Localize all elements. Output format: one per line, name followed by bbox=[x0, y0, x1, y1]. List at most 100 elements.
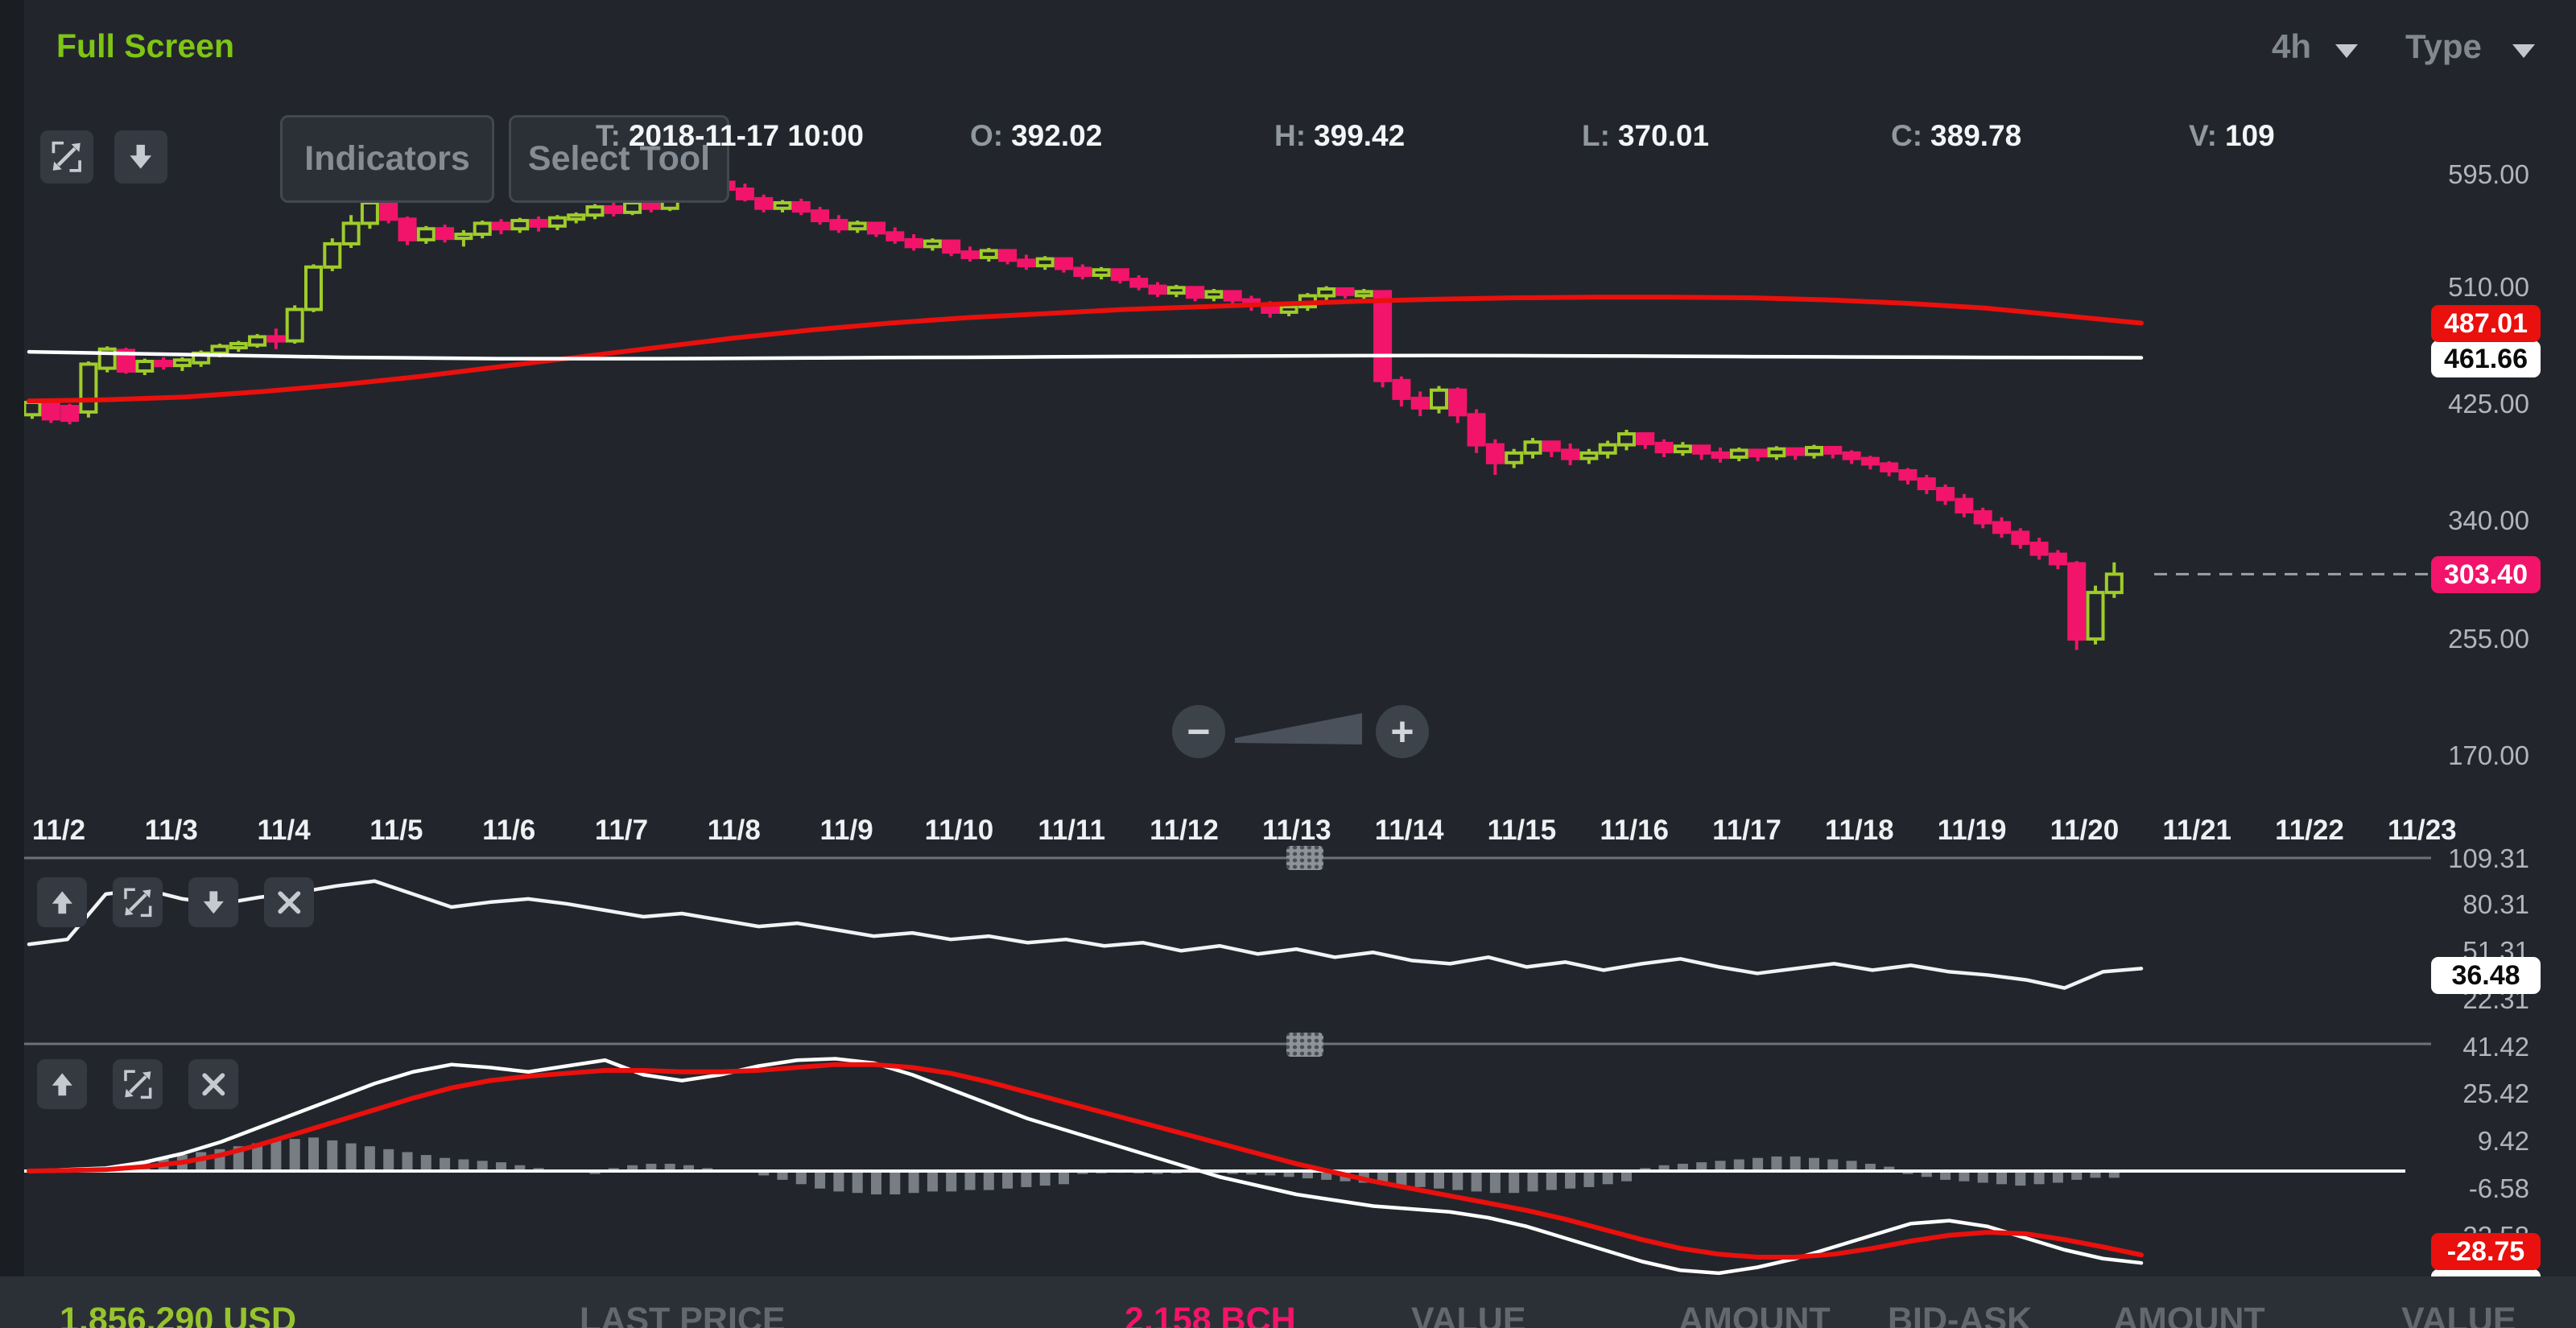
macd-histogram-bar bbox=[1246, 1171, 1257, 1175]
download-button[interactable] bbox=[114, 130, 167, 184]
candle-body bbox=[960, 250, 980, 259]
panel-resize-handle[interactable] bbox=[1286, 1033, 1323, 1057]
price-tick-label: -6.58 bbox=[2468, 1173, 2529, 1203]
zoom-slider[interactable] bbox=[1235, 713, 1362, 744]
candle-body bbox=[117, 348, 135, 373]
up-icon bbox=[52, 891, 72, 914]
candle-body bbox=[642, 200, 661, 210]
price-tick-label: 109.31 bbox=[2448, 843, 2529, 873]
ohlc-open: O: 392.02 bbox=[970, 119, 1103, 152]
fullscreen-button[interactable]: Full Screen bbox=[56, 27, 235, 64]
macd-histogram-bar bbox=[477, 1161, 488, 1171]
candle-body bbox=[1711, 451, 1730, 459]
candle-body bbox=[1166, 286, 1186, 295]
candle-body bbox=[1485, 443, 1505, 464]
expand-button[interactable] bbox=[113, 877, 163, 927]
ohlc-low: L: 370.01 bbox=[1582, 119, 1710, 152]
interval-dropdown[interactable]: 4h bbox=[2272, 27, 2358, 66]
candle-body bbox=[1880, 462, 1899, 472]
macd-histogram-bar bbox=[1977, 1171, 1988, 1183]
macd-histogram-bar bbox=[1321, 1171, 1332, 1180]
candle-body bbox=[1148, 284, 1167, 295]
ma-red-value-badge: 487.01 bbox=[2431, 305, 2541, 342]
macd-histogram-bar bbox=[852, 1171, 863, 1194]
candle-body bbox=[323, 241, 342, 269]
date-tick-label: 11/15 bbox=[1487, 815, 1557, 846]
summary-item: LAST PRICE bbox=[580, 1301, 786, 1328]
candle-body bbox=[623, 200, 642, 214]
candle-body bbox=[1860, 456, 1880, 466]
macd-histogram-bar bbox=[327, 1140, 338, 1171]
macd-histogram-bar bbox=[890, 1171, 901, 1194]
macd-histogram-bar bbox=[402, 1152, 413, 1171]
candle-body bbox=[1636, 432, 1655, 445]
macd-histogram-bar bbox=[1452, 1171, 1463, 1190]
summary-item: VALUE bbox=[2401, 1301, 2516, 1328]
close-icon bbox=[278, 891, 300, 914]
macd-signal-line bbox=[27, 1062, 2144, 1260]
date-tick-label: 11/11 bbox=[1038, 815, 1106, 846]
date-tick-label: 11/6 bbox=[482, 815, 536, 846]
candle-body bbox=[1692, 444, 1711, 455]
date-tick-label: 11/14 bbox=[1374, 815, 1444, 846]
candle-body bbox=[398, 217, 417, 241]
macd-histogram-bar bbox=[2090, 1171, 2101, 1178]
summary-item: BID-ASK bbox=[1888, 1301, 2033, 1328]
macd-histogram-bar bbox=[871, 1171, 881, 1194]
candle-body bbox=[436, 227, 455, 241]
macd-histogram-bar bbox=[1283, 1171, 1294, 1177]
close-icon bbox=[202, 1073, 225, 1095]
candle-body bbox=[1017, 258, 1036, 268]
candle-body bbox=[1448, 388, 1468, 417]
candle-body bbox=[1055, 257, 1073, 270]
panel-resize-handle[interactable] bbox=[1286, 846, 1323, 870]
indicators-button[interactable]: Indicators bbox=[280, 115, 494, 203]
macd-histogram-bar bbox=[1583, 1171, 1595, 1187]
candle-body bbox=[773, 200, 792, 210]
up-button[interactable] bbox=[37, 1059, 87, 1109]
candle-body bbox=[1186, 286, 1205, 299]
macd-histogram-bar bbox=[1884, 1166, 1895, 1171]
close-button[interactable] bbox=[264, 877, 314, 927]
select-tool-button[interactable]: Select Tool bbox=[509, 115, 729, 203]
zoom-out-button[interactable]: − bbox=[1172, 705, 1225, 758]
chart-type-dropdown[interactable]: Type bbox=[2405, 27, 2535, 66]
date-tick-label: 11/8 bbox=[707, 815, 761, 846]
macd-histogram-bar bbox=[1396, 1171, 1407, 1186]
candle-body bbox=[604, 205, 623, 214]
macd-histogram-bar bbox=[364, 1146, 375, 1171]
date-tick-label: 11/21 bbox=[2162, 815, 2232, 846]
candle-body bbox=[1973, 509, 1992, 525]
down-button[interactable] bbox=[188, 877, 238, 927]
price-tick-label: 41.42 bbox=[2462, 1032, 2529, 1062]
date-tick-label: 11/16 bbox=[1600, 815, 1670, 846]
date-tick-label: 11/12 bbox=[1150, 815, 1219, 846]
expand-button[interactable] bbox=[113, 1059, 163, 1109]
macd-histogram-bar bbox=[1002, 1171, 1013, 1189]
macd-signal-value-badge: -28.75 bbox=[2431, 1233, 2541, 1270]
market-summary-bar: 1,856,290 USD LAST PRICE 2,158 BCH VALUE AMO… bbox=[0, 1276, 2576, 1328]
candle-body bbox=[1654, 441, 1674, 454]
candle-body bbox=[1335, 287, 1355, 296]
macd-histogram-bar bbox=[1509, 1171, 1520, 1194]
candle-body bbox=[285, 307, 304, 343]
candle-body bbox=[60, 405, 80, 423]
price-tick-label: 425.00 bbox=[2448, 389, 2529, 419]
macd-histogram-bar bbox=[496, 1162, 506, 1171]
candle-body bbox=[1467, 413, 1486, 447]
chart-type-label: Type bbox=[2405, 27, 2482, 65]
candle-body bbox=[1523, 440, 1542, 455]
summary-item: 2,158 BCH bbox=[1125, 1301, 1296, 1328]
expand-icon bbox=[123, 888, 152, 917]
expand-button[interactable] bbox=[40, 130, 93, 184]
macd-histogram-bar bbox=[1959, 1171, 1970, 1182]
macd-histogram-bar bbox=[1059, 1171, 1069, 1185]
macd-histogram-bar bbox=[758, 1171, 770, 1176]
zoom-in-button[interactable]: + bbox=[1376, 705, 1429, 758]
close-button[interactable] bbox=[188, 1059, 238, 1109]
candle-body bbox=[904, 237, 923, 249]
macd-histogram-bar bbox=[1827, 1159, 1839, 1171]
up-button[interactable] bbox=[37, 877, 87, 927]
